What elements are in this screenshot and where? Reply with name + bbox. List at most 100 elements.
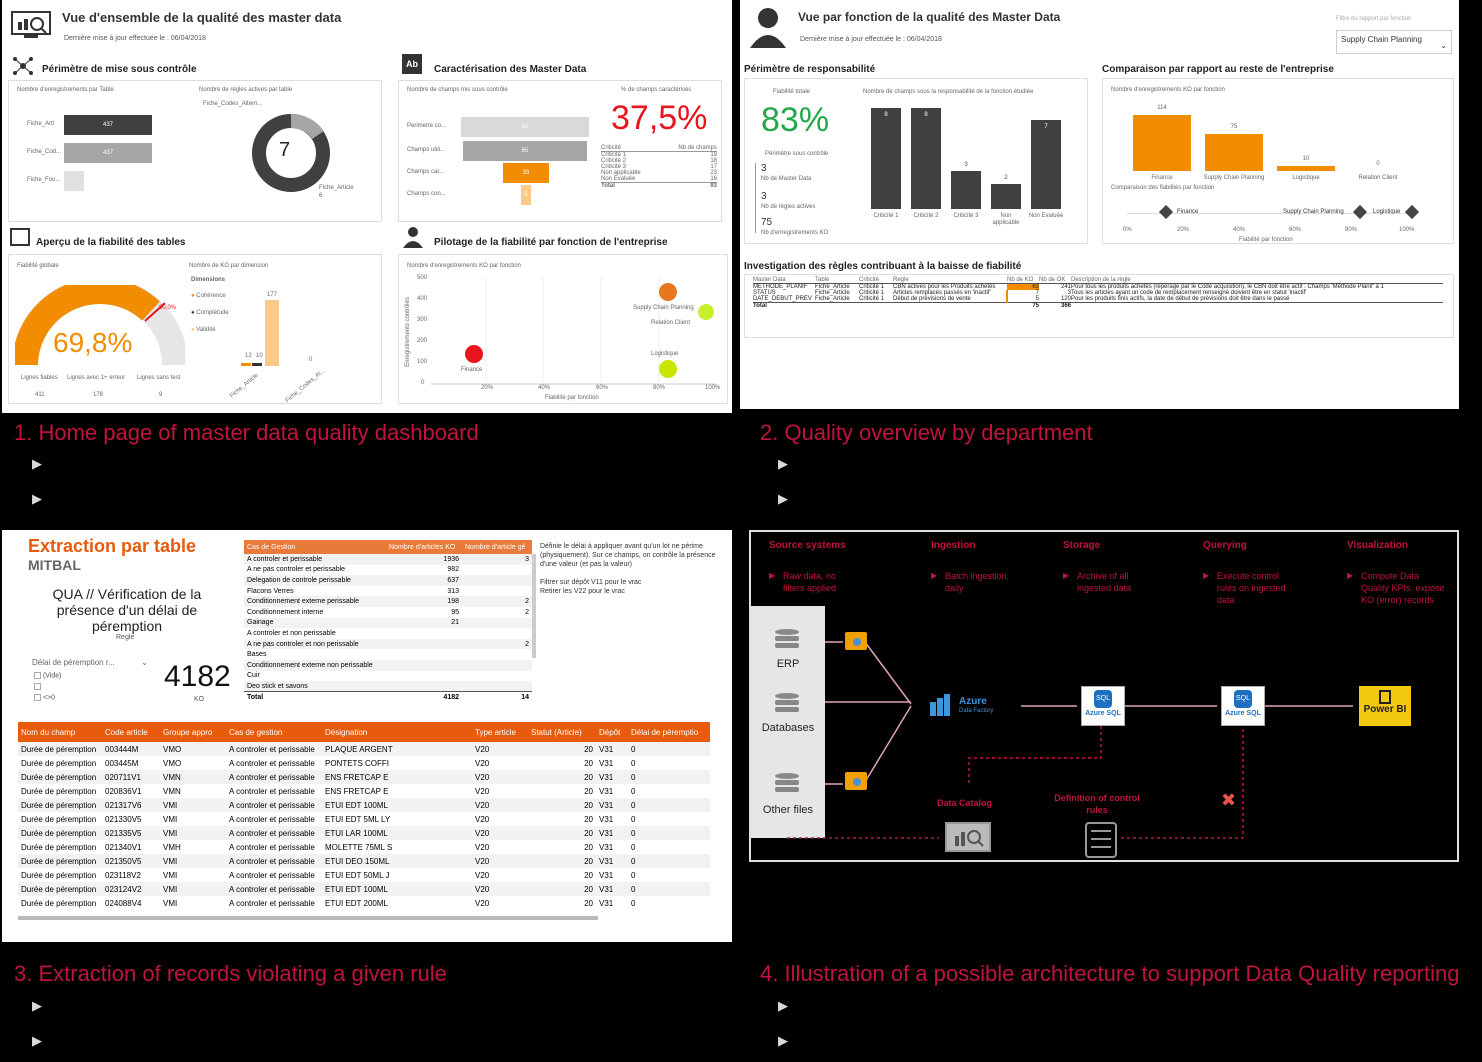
comp-bar[interactable] bbox=[1205, 134, 1263, 171]
table-row[interactable]: A ne pas controler et perissable 982 bbox=[244, 565, 532, 576]
comp-bar[interactable] bbox=[1277, 166, 1335, 171]
table-row[interactable]: Conditionnement externe non perissable bbox=[244, 659, 532, 671]
th[interactable]: Nombre d'article gé bbox=[462, 540, 532, 554]
bar-ko[interactable] bbox=[252, 363, 262, 366]
funnel-bar[interactable]: 33 bbox=[503, 163, 549, 183]
point-label: Relation Client bbox=[651, 320, 691, 326]
funnel-label: Champs con... bbox=[407, 191, 446, 197]
column-header[interactable]: Désignation bbox=[322, 722, 472, 742]
table-row[interactable]: Delegation de controle perissable 637 bbox=[244, 575, 532, 586]
td bbox=[386, 659, 462, 671]
bar-fiche-article[interactable]: 437 bbox=[64, 115, 152, 135]
comp-bar[interactable] bbox=[1133, 115, 1191, 171]
column-header[interactable]: Délai de péremptio bbox=[628, 722, 710, 742]
column-header[interactable]: Code article bbox=[102, 722, 160, 742]
resp-bar[interactable] bbox=[871, 107, 901, 209]
bar-ko[interactable] bbox=[265, 300, 279, 366]
td: 2 bbox=[462, 638, 532, 650]
resp-bar[interactable] bbox=[951, 171, 981, 209]
table-row[interactable]: Durée de péremption 024088V4 VMI A controle… bbox=[18, 896, 710, 910]
card-caracterisation: Nombre de champs mis sous contrôle % de … bbox=[398, 80, 722, 222]
table-row[interactable]: A controler et non perissable bbox=[244, 628, 532, 639]
donut-label: Fiche_Article bbox=[319, 185, 354, 191]
scatter-plot[interactable] bbox=[431, 277, 721, 387]
checkbox-nonzero[interactable]: <>0 bbox=[34, 694, 55, 701]
comparison-bar-chart[interactable]: 114 Finance 75 Supply Chain Planning 10 Logis… bbox=[1133, 101, 1433, 185]
bar-fiche-fournisseur[interactable] bbox=[64, 171, 84, 191]
table-row[interactable]: Durée de péremption 021335V5 VMI A controle… bbox=[18, 826, 710, 840]
td: V31 bbox=[599, 842, 614, 852]
td: 5 bbox=[1006, 296, 1039, 303]
diamond-scp[interactable] bbox=[1352, 204, 1368, 220]
bar-ko[interactable] bbox=[241, 363, 251, 366]
table-row[interactable]: Durée de péremption 003444M VMO A controler… bbox=[18, 742, 710, 756]
resp-bar[interactable] bbox=[1031, 120, 1061, 209]
horizontal-scrollbar[interactable] bbox=[18, 916, 598, 920]
responsibility-bar-chart[interactable]: 8 Criticité 1 8 Criticité 2 3 Criticité 3 2 Non… bbox=[871, 99, 1081, 239]
power-bi-icon bbox=[1379, 690, 1391, 704]
td: A controler et perissable bbox=[229, 786, 315, 796]
delai-filter[interactable]: Délai de péremption r... ⌄ bbox=[32, 658, 148, 667]
td: 20 bbox=[528, 742, 596, 756]
diamond-logistique[interactable] bbox=[1404, 204, 1420, 220]
gauge-chart[interactable] bbox=[15, 285, 185, 371]
th[interactable]: Nombre d'articles KO bbox=[386, 540, 462, 554]
table-row[interactable]: A controler et perissable 1936 3 bbox=[244, 554, 532, 565]
column-header[interactable]: Statut (Article) bbox=[528, 722, 596, 742]
diamond-finance[interactable] bbox=[1158, 204, 1174, 220]
td: Criticité 2 bbox=[601, 158, 627, 164]
chart-subtitle: Nombre de champs mis sous contrôle bbox=[407, 87, 508, 93]
table-row[interactable]: Durée de péremption 021330V5 VMI A controle… bbox=[18, 812, 710, 826]
table-row[interactable]: Cuir bbox=[244, 671, 532, 682]
column-header[interactable]: Type article bbox=[472, 722, 528, 742]
bar-label: Fiche_Cod... bbox=[27, 149, 62, 155]
table-row[interactable]: Deo stick et savons bbox=[244, 681, 532, 692]
database-icon bbox=[773, 628, 801, 652]
column-header[interactable]: Cas de gestion bbox=[226, 722, 322, 742]
td: STATUS bbox=[753, 290, 776, 296]
bar-fiche-codes[interactable]: 437 bbox=[64, 143, 152, 163]
table-row[interactable]: Bases bbox=[244, 649, 532, 660]
bar-label: Criticité 2 bbox=[913, 213, 939, 219]
donut-chart[interactable] bbox=[249, 111, 333, 195]
x-tick: 100% bbox=[1399, 227, 1415, 233]
function-filter-dropdown[interactable]: Supply Chain Planning ⌄ bbox=[1336, 30, 1452, 54]
td: 17 bbox=[710, 164, 717, 170]
stage-description: ▶ Execute control rules on ingested data bbox=[1203, 570, 1293, 606]
table-row[interactable]: Durée de péremption 021340V1 VMH A controle… bbox=[18, 840, 710, 854]
td: 198 bbox=[386, 596, 462, 607]
td bbox=[386, 671, 462, 682]
table-row[interactable]: Flacons Verres 313 bbox=[244, 586, 532, 597]
checkbox-vide[interactable]: (Vide) bbox=[34, 672, 62, 679]
stat-label: Lignes avec 1+ erreur bbox=[67, 375, 126, 381]
td: 023124V2 bbox=[102, 882, 160, 896]
table-row[interactable]: Durée de péremption 020711V1 VMN A controle… bbox=[18, 770, 710, 784]
note-text: Retirer les V22 pour le vrac bbox=[540, 588, 625, 595]
y-tick: 200 bbox=[417, 338, 428, 344]
resp-bar[interactable] bbox=[911, 107, 941, 209]
funnel-bar[interactable]: 5 bbox=[521, 185, 531, 205]
resp-bar[interactable] bbox=[991, 183, 1021, 209]
table-row[interactable]: A ne pas controler et non perissable 2 bbox=[244, 638, 532, 650]
table-row[interactable]: Conditionnement interne 95 2 bbox=[244, 607, 532, 618]
table-row[interactable]: Durée de péremption 023124V2 VMI A controle… bbox=[18, 882, 710, 896]
th[interactable]: Cas de Gestion bbox=[244, 540, 386, 554]
funnel-bar[interactable]: 65 bbox=[463, 141, 587, 161]
column-header[interactable]: Nom du champ bbox=[18, 722, 102, 742]
table-row[interactable]: Gainage 21 bbox=[244, 617, 532, 629]
table-row[interactable]: Durée de péremption 021350V5 VMI A controle… bbox=[18, 854, 710, 868]
td: 0 bbox=[631, 898, 636, 908]
table-row[interactable]: Durée de péremption 023118V2 VMI A controle… bbox=[18, 868, 710, 882]
table-row[interactable]: Durée de péremption 020836V1 VMN A controle… bbox=[18, 784, 710, 798]
checkbox-blank[interactable] bbox=[34, 683, 41, 690]
table-row[interactable]: Durée de péremption 003445M VMO A controler… bbox=[18, 756, 710, 770]
table-row[interactable]: Conditionnement externe perissable 198 2 bbox=[244, 596, 532, 607]
td: V31 bbox=[596, 882, 628, 896]
td: Pour tous les produits achetés (repérage… bbox=[1071, 284, 1384, 290]
table-row[interactable]: Durée de péremption 021317V6 VMI A controle… bbox=[18, 798, 710, 812]
cg-scrollbar[interactable] bbox=[532, 554, 536, 658]
stat-value: 178 bbox=[93, 392, 104, 398]
funnel-bar[interactable]: 91 bbox=[461, 117, 589, 137]
column-header[interactable]: Dépôt bbox=[596, 722, 628, 742]
column-header[interactable]: Groupe appro bbox=[160, 722, 226, 742]
